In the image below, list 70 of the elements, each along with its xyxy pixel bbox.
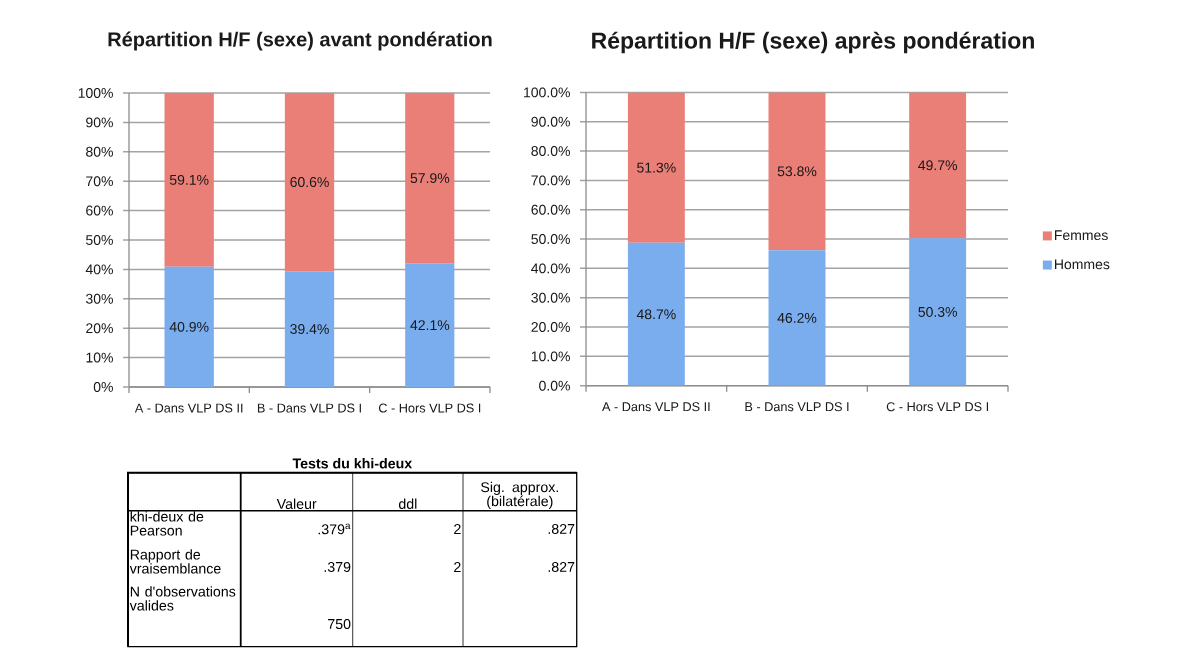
data-label: 46.2% xyxy=(777,312,817,323)
data-label: 53.8% xyxy=(777,166,817,177)
y-tick-label: 70% xyxy=(86,176,113,187)
category-label: Rapport de vraisemblance xyxy=(129,549,221,574)
x-tick-label: C - Hors VLP DS I xyxy=(886,402,988,412)
category-label: ddl xyxy=(398,498,417,509)
y-tick-label: 20.0% xyxy=(531,322,570,332)
bar xyxy=(284,271,335,387)
chart-title: Répartition H/F (sexe) avant pondération xyxy=(108,31,492,51)
data-label: 50.3% xyxy=(918,306,958,317)
y-tick-label: 50.0% xyxy=(531,234,570,244)
text: 750 xyxy=(328,618,351,630)
text: Tests du khi-deux xyxy=(292,458,413,469)
y-tick-label: 90% xyxy=(86,117,113,128)
category-label: Sig. approx. (bilatérale) xyxy=(481,481,558,509)
bar xyxy=(909,92,967,239)
data-label: 49.7% xyxy=(918,160,958,171)
legend-label: Femmes xyxy=(1055,230,1108,241)
data-label: 60.6% xyxy=(290,177,329,188)
bar xyxy=(405,92,455,264)
data-label: 57.9% xyxy=(410,173,450,184)
bar xyxy=(768,250,826,386)
data-label: 59.1% xyxy=(169,174,209,185)
bar xyxy=(627,242,685,386)
y-tick-label: 80.0% xyxy=(531,146,570,157)
text: .827 xyxy=(548,523,575,535)
category-label: khi-deux de Pearson xyxy=(130,511,204,536)
y-tick-label: 40.0% xyxy=(531,263,570,274)
chart-title: Répartition H/F (sexe) après pondération xyxy=(592,31,1034,54)
text: 2 xyxy=(454,524,461,534)
x-tick-label: A - Dans VLP DS II xyxy=(602,402,710,412)
x-tick-label: C - Hors VLP DS I xyxy=(378,403,481,413)
y-tick-label: 70.0% xyxy=(531,175,570,186)
x-tick-label: A - Dans VLP DS II xyxy=(134,403,243,413)
y-tick-label: 0% xyxy=(93,382,113,392)
data-label: 42.1% xyxy=(410,320,450,331)
data-label: 51.3% xyxy=(637,162,676,173)
y-tick-label: 80% xyxy=(86,146,113,157)
y-tick-label: 60.0% xyxy=(531,204,570,215)
y-tick-label: 50% xyxy=(86,235,113,245)
bar xyxy=(284,92,335,272)
bar xyxy=(909,238,967,386)
y-tick-label: 10% xyxy=(86,352,113,363)
y-tick-label: 60% xyxy=(86,205,113,216)
y-tick-label: 100.0% xyxy=(524,87,570,98)
legend-label: Hommes xyxy=(1055,259,1110,270)
bar xyxy=(164,266,214,387)
data-label: 40.9% xyxy=(169,321,209,332)
y-tick-label: 20% xyxy=(86,323,113,334)
bar xyxy=(768,92,826,251)
text: .379 xyxy=(324,561,351,573)
y-tick-label: 40% xyxy=(85,264,113,275)
text: .379$^{a}$ xyxy=(318,523,351,535)
y-tick-label: 30% xyxy=(85,293,113,304)
text: .827 xyxy=(548,561,575,573)
x-tick-label: B - Dans VLP DS I xyxy=(257,403,361,413)
category-label: N d'observations valides xyxy=(129,586,236,611)
bar xyxy=(164,92,214,267)
y-tick-label: 100% xyxy=(78,88,113,98)
y-tick-label: 10.0% xyxy=(531,351,570,362)
bar xyxy=(405,263,455,387)
data-label: 48.7% xyxy=(636,309,676,320)
y-tick-label: 0.0% xyxy=(539,380,570,391)
y-tick-label: 90.0% xyxy=(531,116,570,127)
bar xyxy=(627,92,685,243)
data-label: 39.4% xyxy=(290,324,329,335)
category-label: Valeur xyxy=(276,498,317,509)
y-tick-label: 30.0% xyxy=(531,292,570,303)
x-tick-label: B - Dans VLP DS I xyxy=(745,402,849,412)
text: 2 xyxy=(454,562,461,572)
